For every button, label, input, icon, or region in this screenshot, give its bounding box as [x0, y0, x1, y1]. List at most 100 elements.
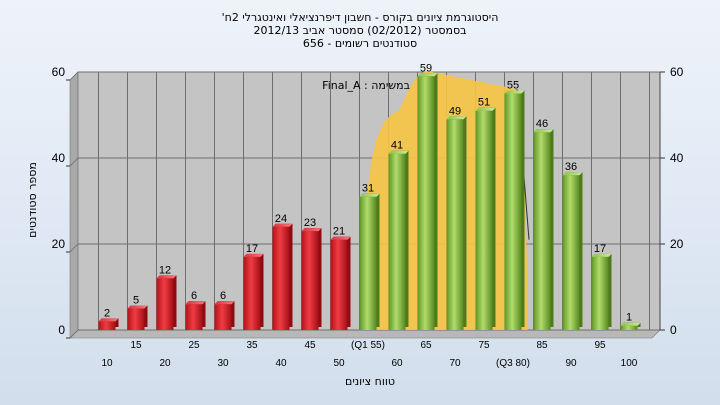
bar-85: [533, 132, 551, 330]
value-label: 17: [594, 243, 606, 255]
bar-100: [620, 325, 638, 330]
bar-45: [301, 231, 319, 330]
bar-top: [620, 322, 641, 326]
bar-65: [417, 76, 435, 330]
category-label: 25: [188, 340, 200, 351]
y-tick-right: 20: [670, 237, 684, 251]
task-annotation: Final_A : במשימה: [322, 79, 410, 92]
value-label: 2: [104, 307, 110, 319]
bar-top: [156, 275, 177, 279]
bar-50: [330, 239, 348, 330]
bar-top: [185, 301, 206, 305]
x-axis-title: טווח ציונים: [345, 375, 395, 388]
value-label: 24: [275, 213, 287, 225]
value-label: 12: [159, 264, 171, 276]
category-label: 20: [159, 358, 171, 369]
value-label: 59: [420, 62, 432, 74]
bars: [98, 73, 641, 330]
bar-top: [127, 305, 148, 309]
chart-title-line-1: 'היסטוגרמת ציונים בקורס - חשבון דיפרנציא…: [222, 11, 499, 24]
bar-15: [127, 308, 145, 330]
value-label: 51: [478, 97, 490, 109]
bar-top: [330, 236, 351, 240]
chart-title-line-2: בסמסטר (02/2012) סמסטר אביב 2012/13: [253, 24, 466, 37]
bar-top: [243, 253, 264, 257]
bar-top: [446, 116, 467, 120]
category-label: 70: [449, 358, 461, 369]
y-tick-right: 40: [670, 151, 684, 165]
bar-70: [446, 119, 464, 330]
bar-10: [98, 321, 116, 330]
bar-35: [243, 256, 261, 330]
value-label: 17: [246, 243, 258, 255]
h-gridline-side: [69, 243, 79, 253]
category-label: 75: [478, 340, 490, 351]
plot-left-wall: [69, 71, 79, 339]
value-label: 31: [362, 183, 374, 195]
category-label: (Q3 80): [496, 358, 530, 369]
bar-top: [98, 318, 119, 322]
bar-top: [417, 73, 438, 77]
category-label: 100: [621, 358, 638, 369]
category-label: 60: [391, 358, 403, 369]
y-tick-right: 60: [670, 65, 684, 79]
bar-95: [591, 256, 609, 330]
h-gridline-side: [69, 329, 79, 339]
category-label: (Q1 55): [351, 340, 385, 351]
y-axis-title: מספר סטודנטים: [26, 162, 39, 238]
y-tick-left: 0: [58, 323, 65, 337]
bar-top: [388, 150, 409, 154]
bar-top: [214, 301, 235, 305]
category-label: 95: [594, 340, 606, 351]
y-tick-right: 0: [670, 323, 677, 337]
y-tick-left: 20: [52, 237, 66, 251]
value-label: 21: [333, 226, 345, 238]
bar-Q155: [359, 196, 377, 330]
value-label: 49: [449, 105, 461, 117]
y-tick-left: 60: [52, 65, 66, 79]
h-gridline-side: [69, 71, 79, 81]
bar-90: [562, 175, 580, 330]
chart-title-line-3: סטודנטים רשומים - 656: [303, 37, 417, 50]
chart-title: 'היסטוגרמת ציונים בקורס - חשבון דיפרנציא…: [222, 11, 499, 50]
bar-top: [301, 228, 322, 232]
bar-Q380: [504, 93, 522, 330]
value-label: 36: [565, 161, 577, 173]
y-tick-left: 40: [52, 151, 66, 165]
category-label: 50: [333, 358, 345, 369]
axes: 0 0 20 20 40 40 60 60: [52, 65, 684, 339]
bar-top: [504, 90, 525, 94]
value-label: 5: [133, 295, 139, 307]
bar-top: [475, 107, 496, 111]
value-label: 1: [626, 312, 632, 324]
category-label: 85: [536, 340, 548, 351]
h-gridline-side: [69, 157, 79, 167]
bar-top: [359, 193, 380, 197]
category-label: 35: [246, 340, 258, 351]
category-label: 40: [275, 358, 287, 369]
bar-top: [562, 172, 583, 176]
bar-40: [272, 226, 290, 330]
category-label: 30: [217, 358, 229, 369]
bar-25: [185, 304, 203, 330]
category-label: 15: [130, 340, 142, 351]
category-label: 90: [565, 358, 577, 369]
category-label: 10: [101, 358, 113, 369]
value-label: 6: [191, 290, 197, 302]
bar-75: [475, 110, 493, 330]
plot-floor: [69, 329, 661, 339]
value-label: 46: [536, 118, 548, 130]
value-label: 6: [220, 290, 226, 302]
value-label: 55: [507, 80, 519, 92]
bar-top: [591, 253, 612, 257]
bar-top: [272, 223, 293, 227]
bar-60: [388, 153, 406, 330]
category-label: 45: [304, 340, 316, 351]
category-label: 65: [420, 340, 432, 351]
bar-top: [533, 129, 554, 133]
value-label: 23: [304, 217, 316, 229]
bar-20: [156, 278, 174, 330]
